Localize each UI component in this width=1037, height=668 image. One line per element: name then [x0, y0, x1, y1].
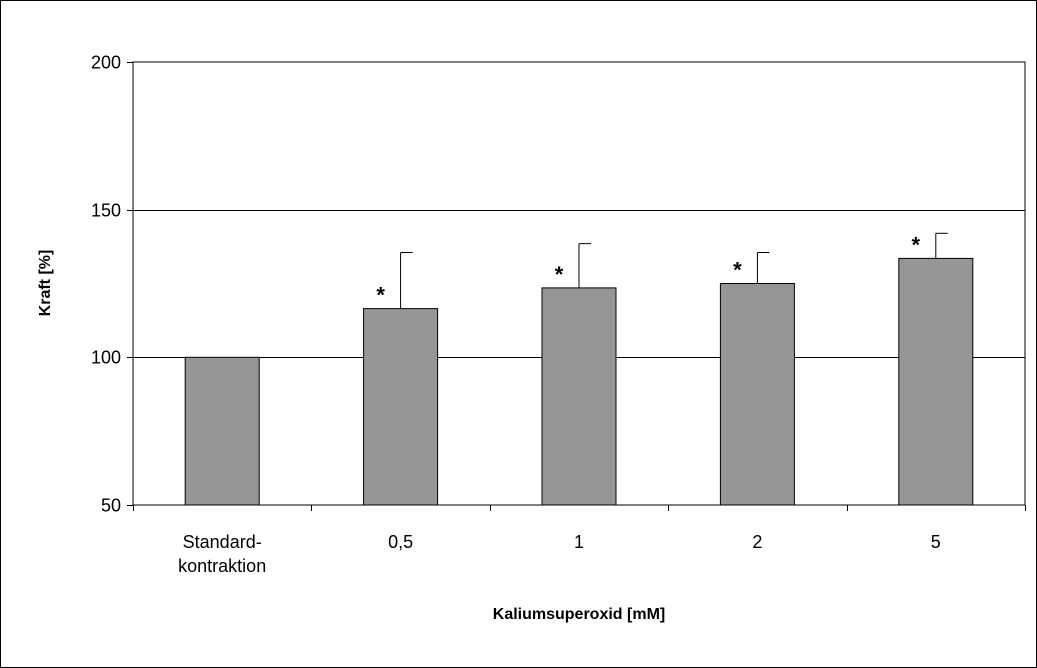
bars — [184, 257, 974, 506]
bar — [541, 287, 617, 506]
x-tick-label: 1 — [574, 532, 584, 552]
y-tick-labels: 50 100 150 200 — [91, 53, 121, 516]
bar — [898, 257, 974, 506]
x-tick-label-line: Standard- — [183, 532, 262, 552]
significance-star: * — [376, 283, 385, 308]
x-tick-label-line: 0,5 — [388, 532, 413, 552]
y-tick-label: 200 — [91, 53, 121, 73]
x-tick-label-line: kontraktion — [178, 556, 266, 576]
bar — [363, 308, 439, 506]
x-tick-labels: Standard-kontraktion 0,5 1 2 5 — [178, 532, 941, 576]
significance-star: * — [555, 262, 564, 287]
x-axis-title: Kaliumsuperoxid [mM] — [493, 606, 665, 623]
x-tick-label: 0,5 — [388, 532, 413, 552]
significance-star: * — [912, 232, 921, 257]
x-tick-label: 5 — [931, 532, 941, 552]
significance-markers: * * * * — [376, 232, 920, 307]
axes — [127, 61, 1026, 511]
error-bars — [400, 232, 948, 309]
bar — [184, 356, 260, 506]
plot-area — [132, 61, 1026, 506]
y-tick-label: 150 — [91, 201, 121, 221]
x-tick-label-line: 1 — [574, 532, 584, 552]
y-tick-label: 100 — [91, 348, 121, 368]
x-tick-label: 2 — [752, 532, 762, 552]
x-tick-label-line: 2 — [752, 532, 762, 552]
significance-star: * — [733, 258, 742, 283]
bar — [719, 283, 795, 506]
x-tick-label-line: 5 — [931, 532, 941, 552]
x-tick-label: Standard-kontraktion — [178, 532, 266, 576]
y-axis-title: Kraft [%] — [37, 250, 54, 317]
y-tick-label: 50 — [101, 496, 121, 516]
